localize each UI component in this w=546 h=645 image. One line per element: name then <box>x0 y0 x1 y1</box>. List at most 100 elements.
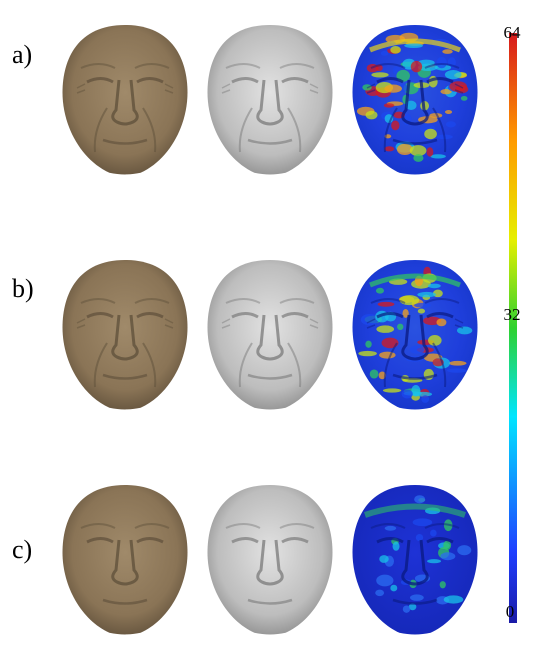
heatmap-spot <box>415 533 424 542</box>
heatmap-spot <box>381 337 399 349</box>
heatmap-spot <box>409 345 425 354</box>
face-surface <box>207 260 333 410</box>
heatmap-spot <box>446 368 467 373</box>
heatmap-spot <box>390 584 398 592</box>
heatmap-spot <box>440 89 452 95</box>
eye-feature <box>376 537 404 544</box>
crow-feet <box>309 318 319 329</box>
nasolabial-fold <box>383 107 398 153</box>
nasolabial-fold <box>238 342 253 388</box>
heatmap-spot <box>365 340 372 348</box>
heatmap-spot <box>427 559 442 564</box>
brow-feature <box>370 63 406 69</box>
heatmap-spot <box>376 574 394 587</box>
mouth-feature <box>247 373 293 380</box>
heatmap-spot <box>410 594 424 601</box>
heatmap-spot <box>402 605 411 613</box>
heatmap-spot <box>417 63 438 72</box>
eye-feature <box>376 312 404 319</box>
heatmap-spot <box>447 57 456 68</box>
nasolabial-fold <box>238 107 253 153</box>
heatmap-spot <box>444 110 453 115</box>
mouth-feature <box>102 598 148 605</box>
heatmap-spot <box>382 388 402 393</box>
crow-feet <box>221 83 231 94</box>
face-b-error-heatmap <box>352 260 478 410</box>
heatmap-spot <box>399 295 420 306</box>
nasolabial-fold <box>287 342 302 388</box>
heatmap-spot <box>384 146 395 152</box>
heatmap-spot <box>456 326 473 335</box>
face-c-error-heatmap <box>352 485 478 635</box>
crow-feet <box>164 83 174 94</box>
row-label-c: c) <box>12 535 33 564</box>
heatmap-spot <box>390 46 401 54</box>
heatmap-spot <box>362 84 372 91</box>
brow-feature <box>370 523 406 529</box>
colorbar-tick-mid: 32 <box>503 305 521 324</box>
nasolabial-fold <box>432 342 447 388</box>
nasolabial-fold <box>93 107 108 153</box>
colorbar <box>509 33 517 623</box>
heatmap-spot <box>375 287 384 294</box>
nasolabial-fold <box>432 107 447 153</box>
eye-feature <box>231 537 259 544</box>
brow-feature <box>279 298 315 304</box>
heatmap-spot <box>412 518 433 527</box>
eye-feature <box>86 537 114 544</box>
mouth-feature <box>392 138 438 145</box>
heatmap-spot <box>436 57 447 69</box>
heatmap-forehead-band <box>364 503 466 518</box>
crow-feet <box>366 83 376 94</box>
nose-feature <box>256 314 284 361</box>
heatmap-spot <box>360 313 379 326</box>
eye-feature <box>281 312 309 319</box>
eye-feature <box>426 77 454 84</box>
crow-feet <box>366 318 376 329</box>
eye-feature <box>281 77 309 84</box>
brow-feature <box>279 63 315 69</box>
eye-feature <box>86 312 114 319</box>
heatmap-spot <box>384 525 397 531</box>
heatmap-spot <box>449 81 468 92</box>
heatmap-spot <box>392 541 400 551</box>
heatmap-spot <box>444 70 462 80</box>
heatmap-spot <box>430 529 437 537</box>
brow-feature <box>370 298 406 304</box>
crow-feet <box>309 83 319 94</box>
heatmap-spot <box>384 84 402 93</box>
heatmap-spot <box>396 143 413 155</box>
nose-feature <box>111 539 139 586</box>
brow-feature <box>80 298 116 304</box>
heatmap-spot <box>379 351 396 359</box>
face-b-textured-mesh <box>62 260 188 410</box>
mouth-feature <box>392 373 438 380</box>
heatmap-spot <box>396 69 410 82</box>
nose-feature <box>401 314 429 361</box>
heatmap-spot <box>365 110 378 120</box>
nasolabial-fold <box>142 342 157 388</box>
heatmap-spot <box>421 395 430 403</box>
row-label-a: a) <box>12 40 33 69</box>
eye-feature <box>376 77 404 84</box>
mouth-feature <box>102 138 148 145</box>
mouth-feature <box>392 598 438 605</box>
heatmap-spot <box>397 323 404 331</box>
heatmap-spot <box>417 308 426 314</box>
brow-feature <box>134 63 170 69</box>
heatmap-spot <box>371 72 389 78</box>
mouth-feature <box>102 373 148 380</box>
heatmap-spot <box>379 555 389 563</box>
nose-feature <box>256 539 284 586</box>
heatmap-spot <box>410 60 423 73</box>
face-surface <box>207 25 333 175</box>
eye-feature <box>231 312 259 319</box>
heatmap-spot <box>414 495 426 504</box>
heatmap-spot <box>443 595 464 604</box>
heatmap-spot <box>377 301 395 307</box>
crow-feet <box>76 318 86 329</box>
heatmap-spot <box>408 603 417 611</box>
heatmap-spot <box>383 103 395 108</box>
heatmap-spot <box>375 589 385 597</box>
